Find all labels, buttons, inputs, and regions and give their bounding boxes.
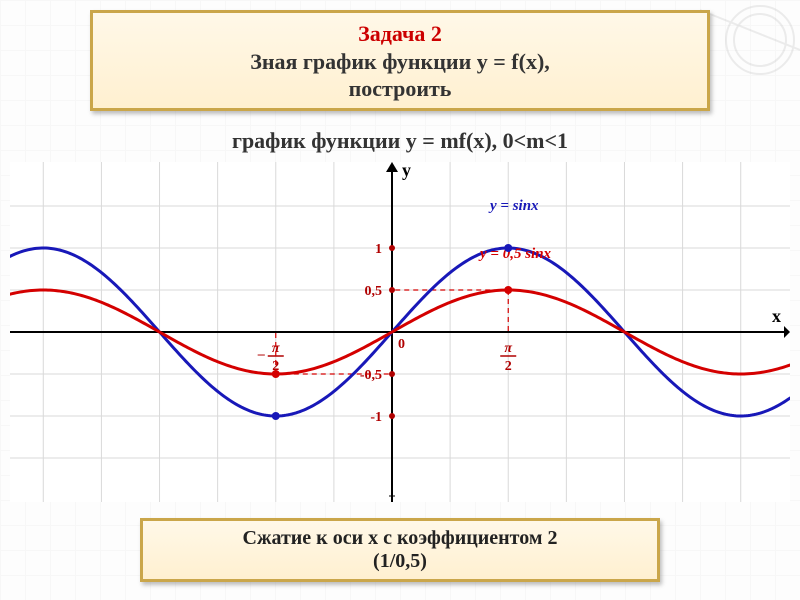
chart-container: yx010,5-0,5-1–π2π2y = sinxy = 0,5 sinx xyxy=(10,162,790,502)
svg-text:π: π xyxy=(504,341,512,356)
marker xyxy=(504,244,512,252)
svg-text:x: x xyxy=(772,306,781,326)
svg-text:–: – xyxy=(257,347,266,362)
svg-text:-1: -1 xyxy=(370,410,382,425)
svg-text:0: 0 xyxy=(398,337,405,352)
footer-line1: Сжатие к оси x с коэффициентом 2 xyxy=(155,527,645,550)
series-label-sinx: y = sinx xyxy=(488,198,539,214)
footer-caption-box: Сжатие к оси x с коэффициентом 2 (1/0,5) xyxy=(140,518,660,582)
marker xyxy=(272,412,280,420)
function-chart: yx010,5-0,5-1–π2π2y = sinxy = 0,5 sinx xyxy=(10,162,790,502)
marker xyxy=(504,286,512,294)
task-header-box: Задача 2 Зная график функции y = f(x), п… xyxy=(90,10,710,111)
task-title: Задача 2 xyxy=(107,21,693,47)
svg-text:0,5: 0,5 xyxy=(365,284,383,299)
footer-line2: (1/0,5) xyxy=(155,550,645,573)
svg-text:1: 1 xyxy=(375,242,382,257)
task-equation-line: график функции y = mf(x), 0<m<1 xyxy=(0,128,800,154)
svg-text:y: y xyxy=(402,162,411,180)
marker xyxy=(272,370,280,378)
series-label-half_sinx: y = 0,5 sinx xyxy=(478,246,552,262)
task-subtitle-line2: построить xyxy=(107,76,693,101)
svg-text:2: 2 xyxy=(505,359,512,374)
task-subtitle-line1: Зная график функции y = f(x), xyxy=(107,49,693,74)
svg-text:-0,5: -0,5 xyxy=(360,368,382,383)
